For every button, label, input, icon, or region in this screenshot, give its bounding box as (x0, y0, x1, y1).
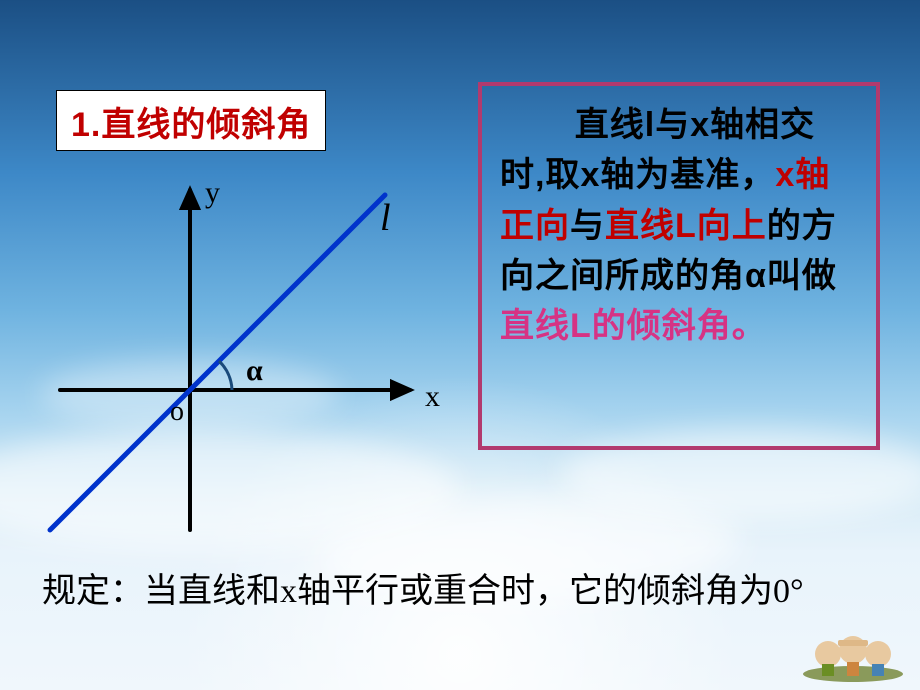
rule-text: 规定：当直线和x轴平行或重合时，它的倾斜角为0° (42, 568, 882, 616)
mascot-icon (798, 620, 908, 682)
def-seg: 与 (570, 207, 605, 245)
svg-text:y: y (205, 176, 220, 209)
def-seg-highlight: 直线L的倾斜角。 (500, 307, 767, 345)
svg-text:l: l (380, 197, 391, 239)
definition-text: 直线l与x轴相交时,取x轴为基准，x轴正向与直线L向上的方向之间所成的角α叫做直… (500, 100, 858, 352)
definition-box: 直线l与x轴相交时,取x轴为基准，x轴正向与直线L向上的方向之间所成的角α叫做直… (478, 82, 880, 450)
def-seg-highlight: 直线L向上 (605, 207, 767, 245)
slide: 1.直线的倾斜角 y x o l α 直线l与x轴相交时,取x轴为基准，x轴正向… (0, 0, 920, 690)
def-seg: 直线l与x轴相交时,取x轴为基准， (500, 106, 815, 194)
svg-text:α: α (246, 354, 263, 387)
svg-text:o: o (170, 396, 184, 427)
svg-text:x: x (425, 380, 440, 413)
section-title: 1.直线的倾斜角 (71, 106, 311, 144)
incline-angle-diagram: y x o l α (40, 170, 460, 540)
section-title-box: 1.直线的倾斜角 (56, 90, 326, 151)
